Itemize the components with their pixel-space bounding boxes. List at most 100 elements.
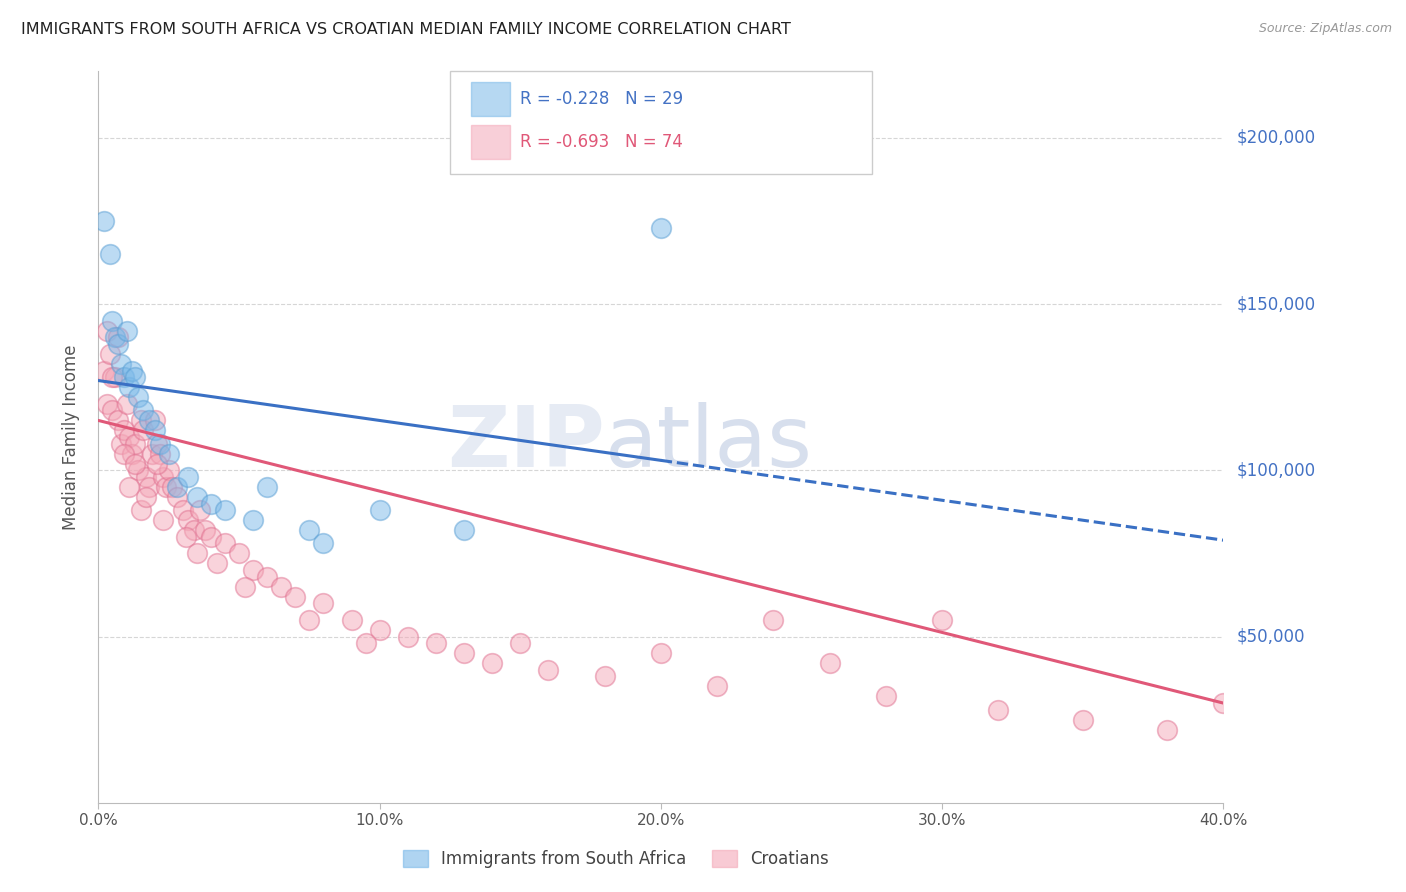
Point (453, 523, 475, 537)
Point (152, 513, 174, 527)
Point (194, 523, 217, 537)
Point (127, 463, 149, 477)
Point (537, 663, 560, 677)
Point (1071, 713, 1094, 727)
Point (650, 646, 672, 660)
Point (183, 523, 205, 537)
Point (141, 447, 163, 461)
Point (155, 480, 177, 494)
Point (107, 330, 129, 344)
Point (101, 403, 124, 417)
Text: IMMIGRANTS FROM SOUTH AFRICA VS CROATIAN MEDIAN FAMILY INCOME CORRELATION CHART: IMMIGRANTS FROM SOUTH AFRICA VS CROATIAN… (21, 22, 792, 37)
Point (107, 337, 129, 351)
Point (298, 523, 321, 537)
Point (200, 497, 222, 511)
Point (157, 463, 180, 477)
Point (146, 457, 169, 471)
Point (177, 470, 200, 484)
Point (96, 324, 118, 338)
Point (96, 397, 118, 411)
Point (242, 513, 264, 527)
Point (110, 436, 132, 450)
Point (340, 613, 363, 627)
Point (135, 470, 157, 484)
Y-axis label: Median Family Income: Median Family Income (62, 344, 80, 530)
Text: Source: ZipAtlas.com: Source: ZipAtlas.com (1258, 22, 1392, 36)
Point (298, 613, 321, 627)
Point (112, 424, 135, 438)
Point (115, 397, 138, 411)
Point (875, 690, 897, 704)
Point (762, 613, 785, 627)
Point (115, 324, 138, 338)
Point (112, 447, 135, 461)
Point (593, 669, 616, 683)
Point (118, 430, 141, 444)
Point (166, 490, 188, 504)
Point (706, 680, 728, 694)
Point (228, 546, 250, 560)
Point (121, 447, 143, 461)
Point (135, 490, 157, 504)
Text: $200,000: $200,000 (1237, 128, 1316, 147)
Point (93, 363, 115, 377)
Point (931, 613, 953, 627)
Point (172, 503, 194, 517)
Point (152, 470, 174, 484)
Point (138, 480, 160, 494)
Point (149, 447, 172, 461)
Point (214, 536, 236, 550)
Point (188, 503, 211, 517)
Point (242, 563, 264, 577)
Point (987, 703, 1010, 717)
Point (453, 646, 475, 660)
Point (509, 636, 531, 650)
Point (425, 636, 447, 650)
Point (138, 413, 160, 427)
Point (1156, 723, 1178, 737)
Point (129, 413, 152, 427)
Point (200, 530, 222, 544)
Point (98, 347, 121, 361)
Point (146, 436, 169, 450)
Point (233, 580, 256, 594)
Point (166, 480, 188, 494)
Point (124, 370, 146, 384)
Point (104, 330, 127, 344)
Point (104, 370, 127, 384)
Point (121, 363, 143, 377)
Text: atlas: atlas (605, 402, 813, 485)
Text: $100,000: $100,000 (1237, 461, 1316, 479)
Point (1212, 696, 1234, 710)
Point (186, 490, 208, 504)
Point (186, 546, 208, 560)
Point (132, 403, 155, 417)
Point (354, 636, 377, 650)
Point (110, 357, 132, 371)
Point (396, 630, 419, 644)
Point (107, 413, 129, 427)
Point (112, 370, 135, 384)
Point (214, 503, 236, 517)
Point (177, 513, 200, 527)
Point (481, 656, 503, 670)
Point (205, 557, 228, 571)
Point (132, 424, 155, 438)
Point (149, 436, 172, 450)
Point (127, 390, 149, 404)
Point (118, 380, 141, 394)
Point (143, 424, 166, 438)
Point (101, 314, 124, 328)
Point (368, 503, 391, 517)
Point (160, 480, 183, 494)
Text: R = -0.228   N = 29: R = -0.228 N = 29 (520, 90, 683, 108)
Point (174, 530, 197, 544)
Point (256, 480, 278, 494)
Legend: Immigrants from South Africa, Croatians: Immigrants from South Africa, Croatians (396, 844, 835, 875)
Point (93, 214, 115, 228)
Point (101, 370, 124, 384)
Point (284, 590, 307, 604)
Point (368, 623, 391, 637)
Point (312, 596, 335, 610)
Point (270, 580, 292, 594)
